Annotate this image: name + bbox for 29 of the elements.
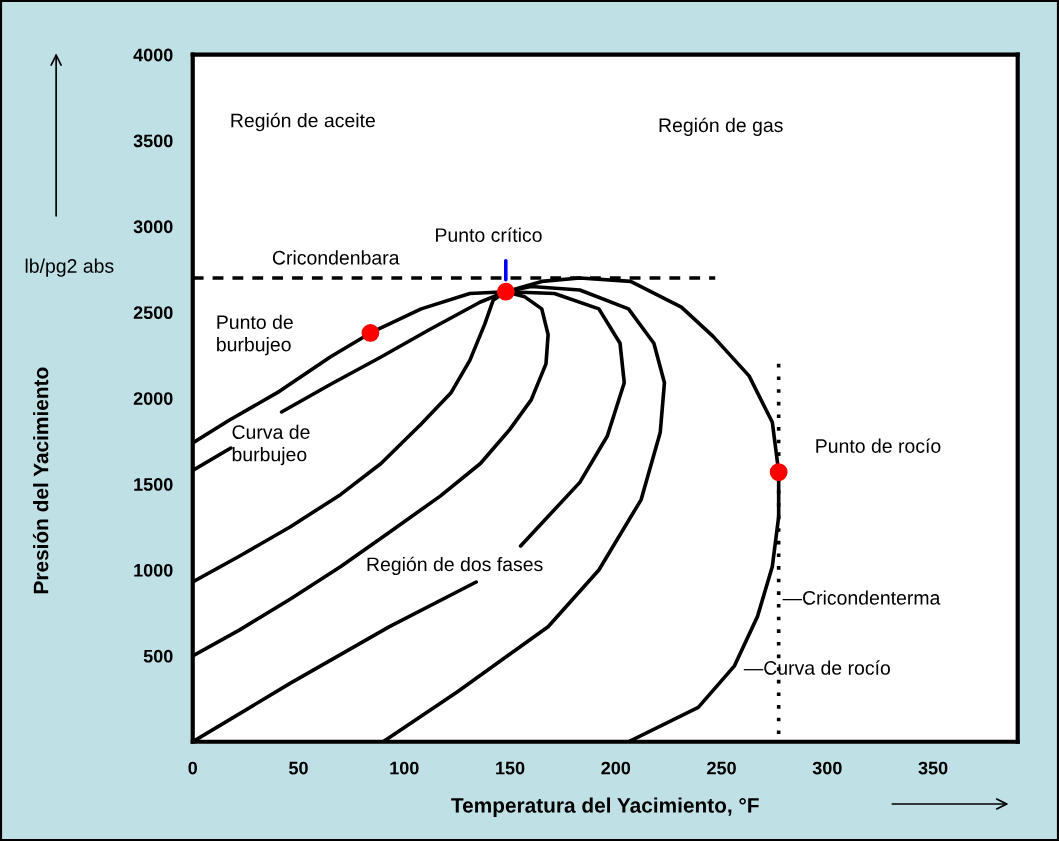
annotation: Región de gas [659,117,783,136]
y-axis-title: Presión del Yacimiento [32,367,49,594]
annotation: —Cricondenterma [782,590,941,605]
x-axis-title: Temperatura del Yacimiento, °F [451,797,759,817]
x-tick-label: 350 [918,761,948,775]
x-tick-label: 50 [289,761,308,775]
annotation: Cricondenbara [272,250,400,265]
annotation: Curva de burbujeo [232,424,310,466]
x-tick-label: 100 [390,761,419,775]
y-tick-label: 2500 [133,306,173,320]
x-tick-label: 150 [496,761,525,775]
annotation: Región de dos fases [367,556,543,576]
x-tick-label: 300 [812,761,842,775]
annotation: —Curva de rocío [743,660,890,675]
annotation: Región de aceite [231,112,375,132]
x-tick-label: 200 [601,761,631,775]
y-tick-label: 3000 [133,220,173,234]
text: lb/pg2 abs [25,258,114,277]
y-tick-label: 4000 [133,48,173,62]
y-tick-label: 2000 [133,392,173,405]
y-tick-label: 3500 [133,134,173,148]
x-tick-label: 0 [188,761,198,775]
y-tick-label: 1000 [134,563,173,577]
y-tick-label: 1500 [134,478,173,491]
annotation: Punto de burbujeo [217,314,293,356]
x-tick-label: 250 [707,761,736,775]
annotation: Punto crítico [436,227,542,242]
y-tick-label: 500 [143,649,173,663]
annotation: Punto de rocío [816,438,941,453]
